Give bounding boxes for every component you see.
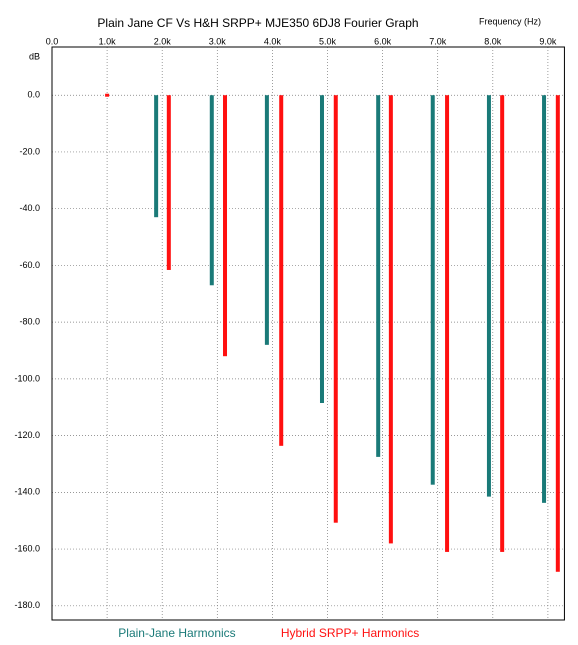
bar — [333, 95, 338, 523]
y-tick-label: -80.0 — [19, 317, 40, 327]
y-tick-label: -180.0 — [14, 600, 40, 610]
y-tick-label: -100.0 — [14, 373, 40, 383]
bar — [279, 95, 284, 446]
legend-label: Hybrid SRPP+ Harmonics — [281, 626, 419, 640]
y-tick-label: -140.0 — [14, 487, 40, 497]
plot-border — [51, 46, 565, 621]
y-tick-label: -20.0 — [19, 146, 40, 156]
x-axis-label: Frequency (Hz) — [479, 16, 541, 26]
y-tick-label: -60.0 — [19, 260, 40, 270]
bar — [209, 95, 214, 286]
y-tick-label: -120.0 — [14, 430, 40, 440]
y-tick-label: -160.0 — [14, 543, 40, 553]
bar — [154, 95, 159, 218]
bar — [376, 95, 381, 457]
bar — [542, 95, 547, 503]
bar — [264, 95, 269, 345]
bar — [319, 95, 324, 403]
y-tick-label: -40.0 — [19, 203, 40, 213]
x-tick-label: 4.0k — [264, 36, 282, 46]
x-tick-label: 7.0k — [429, 36, 447, 46]
legend-label: Plain-Jane Harmonics — [118, 626, 235, 640]
x-tick-label: 9.0k — [539, 36, 557, 46]
bar — [223, 95, 228, 357]
bar — [388, 95, 393, 544]
bar — [430, 95, 435, 485]
x-tick-label: 3.0k — [209, 36, 227, 46]
y-tick-label: 0.0 — [27, 90, 40, 100]
bar — [555, 95, 560, 572]
chart-title: Plain Jane CF Vs H&H SRPP+ MJE350 6DJ8 F… — [97, 16, 418, 30]
bar — [500, 95, 505, 552]
bar — [445, 95, 450, 552]
x-tick-label: 0.0 — [46, 36, 59, 46]
bar — [486, 95, 491, 497]
y-axis-label: dB — [29, 51, 40, 61]
bar — [105, 93, 110, 97]
x-tick-label: 2.0k — [154, 36, 172, 46]
bar — [166, 95, 171, 270]
x-tick-label: 5.0k — [319, 36, 337, 46]
x-tick-label: 6.0k — [374, 36, 392, 46]
x-tick-label: 1.0k — [99, 36, 117, 46]
x-tick-label: 8.0k — [484, 36, 502, 46]
